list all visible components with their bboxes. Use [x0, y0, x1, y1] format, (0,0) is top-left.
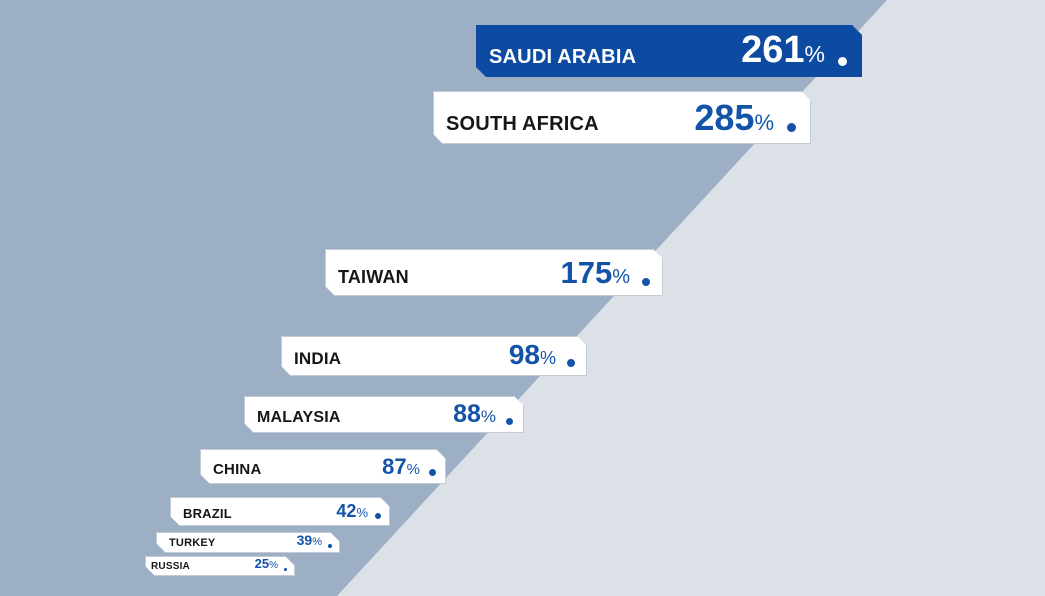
- bullet-dot: [838, 57, 847, 66]
- bar-russia: RUSSIA 25%: [145, 556, 295, 576]
- percent-symbol: %: [539, 348, 556, 368]
- value-label: 98%: [509, 341, 556, 369]
- bar-label: SAUDI ARABIA: [489, 46, 637, 68]
- value-label: 25%: [255, 556, 278, 572]
- value-number: 39: [296, 532, 313, 548]
- value-label: 285%: [694, 100, 774, 136]
- bar-label: MALAYSIA: [257, 409, 341, 426]
- bar-india: INDIA 98%: [281, 336, 587, 376]
- bar-saudi-arabia: SAUDI ARABIA 261%: [476, 25, 862, 77]
- percent-symbol: %: [754, 110, 774, 135]
- value-number: 42: [336, 501, 357, 521]
- bullet-dot: [429, 469, 436, 476]
- bar-malaysia: MALAYSIA 88%: [244, 396, 524, 433]
- bar-label: BRAZIL: [183, 506, 232, 521]
- value-number: 261: [741, 29, 805, 71]
- bar-label: CHINA: [213, 461, 262, 478]
- value-label: 39%: [297, 533, 322, 549]
- value-label: 175%: [560, 257, 630, 288]
- bar-label: SOUTH AFRICA: [446, 113, 599, 135]
- bar-china: CHINA 87%: [200, 449, 446, 484]
- bullet-dot: [787, 123, 796, 132]
- bar-turkey: TURKEY 39%: [156, 532, 340, 553]
- value-number: 87: [382, 454, 407, 479]
- percent-symbol: %: [612, 266, 630, 288]
- background-dark-panel: [0, 0, 887, 596]
- bar-taiwan: TAIWAN 175%: [325, 249, 663, 296]
- bar-south-africa: SOUTH AFRICA 285%: [433, 91, 811, 144]
- value-label: 261%: [741, 31, 825, 69]
- value-label: 88%: [453, 402, 496, 427]
- value-number: 88: [453, 400, 481, 428]
- bar-label: RUSSIA: [151, 561, 190, 572]
- bullet-dot: [284, 568, 287, 571]
- value-number: 285: [694, 97, 755, 138]
- value-number: 98: [508, 339, 540, 370]
- percent-symbol: %: [480, 407, 496, 426]
- percent-symbol: %: [356, 505, 368, 520]
- percent-symbol: %: [312, 536, 322, 548]
- bar-label: INDIA: [294, 349, 342, 368]
- value-number: 25: [254, 556, 270, 571]
- value-label: 87%: [382, 456, 420, 478]
- bullet-dot: [567, 359, 575, 367]
- percent-symbol: %: [406, 461, 420, 478]
- bullet-dot: [328, 544, 332, 548]
- value-number: 175: [560, 255, 613, 290]
- value-label: 42%: [336, 502, 368, 521]
- percent-symbol: %: [269, 560, 278, 571]
- bar-label: TAIWAN: [338, 267, 409, 287]
- bullet-dot: [642, 278, 650, 286]
- bullet-dot: [506, 418, 513, 425]
- bar-label: TURKEY: [169, 537, 216, 549]
- bar-brazil: BRAZIL 42%: [170, 497, 390, 526]
- percent-symbol: %: [804, 41, 825, 67]
- bullet-dot: [375, 513, 381, 519]
